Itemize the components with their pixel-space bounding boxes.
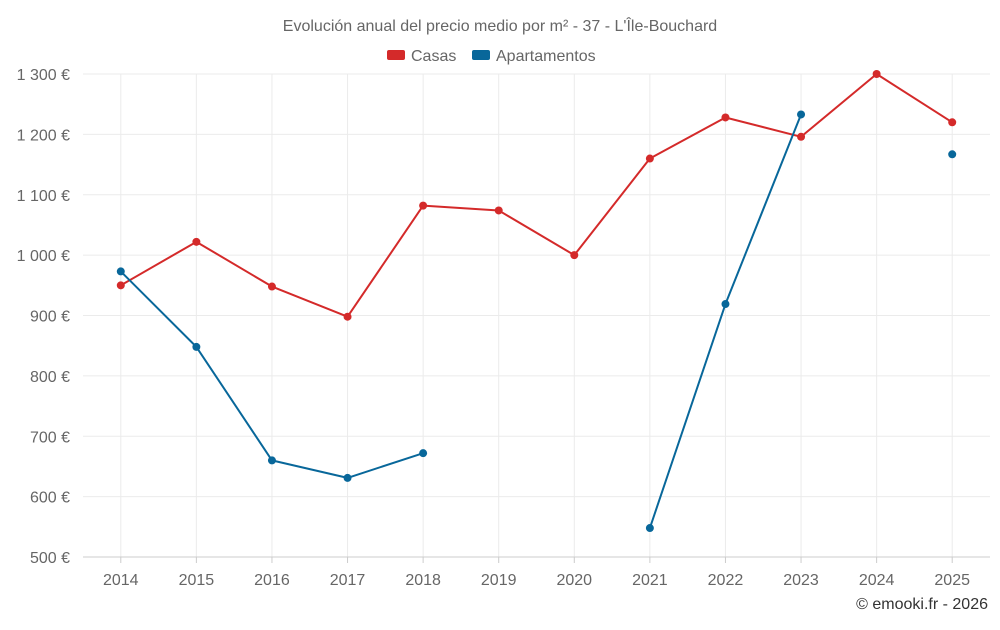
axes: 500 € 600 € 700 € 800 € 900 € 1 000 € 1 100 € 1… — [17, 67, 990, 589]
x-tick-label: 2021 — [632, 572, 668, 589]
data-point-casas-2016[interactable] — [267, 282, 276, 291]
y-tick-label: 700 € — [30, 429, 70, 446]
legend-swatch-apartamentos — [472, 50, 490, 60]
x-tick-label: 2024 — [859, 572, 895, 589]
data-point-casas-2019[interactable] — [494, 206, 503, 215]
data-point-casas-2015[interactable] — [192, 237, 201, 246]
series — [116, 70, 957, 533]
x-tick-label: 2020 — [556, 572, 592, 589]
series-line-casas — [120, 73, 953, 318]
data-point-apartamentos-2021[interactable] — [645, 524, 654, 533]
data-point-apartamentos-2023[interactable] — [797, 110, 806, 119]
x-tick-label: 2015 — [179, 572, 215, 589]
chart-title: Evolución anual del precio medio por m² … — [283, 16, 717, 35]
x-tick-label: 2025 — [934, 572, 970, 589]
y-tick-label: 1 100 € — [17, 188, 70, 205]
legend-item-apartamentos[interactable]: Apartamentos — [472, 48, 596, 65]
data-point-apartamentos-2022[interactable] — [721, 300, 730, 309]
x-tick-label: 2017 — [330, 572, 366, 589]
y-tick-label: 1 000 € — [17, 248, 70, 265]
series-apartamentos — [116, 110, 957, 533]
x-tick-label: 2019 — [481, 572, 517, 589]
legend-label-casas: Casas — [411, 48, 456, 65]
data-point-apartamentos-2025[interactable] — [948, 150, 957, 159]
data-point-apartamentos-2015[interactable] — [192, 342, 201, 351]
legend-label-apartamentos: Apartamentos — [496, 48, 596, 65]
chart-legend: Casas Apartamentos — [387, 48, 596, 65]
x-tick-label: 2022 — [708, 572, 744, 589]
data-point-casas-2021[interactable] — [645, 154, 654, 163]
y-tick-label: 900 € — [30, 309, 70, 326]
data-point-casas-2014[interactable] — [116, 281, 125, 290]
legend-item-casas[interactable]: Casas — [387, 48, 456, 65]
legend-swatch-casas — [387, 50, 405, 60]
data-point-apartamentos-2016[interactable] — [267, 456, 276, 465]
y-tick-label: 1 200 € — [17, 127, 70, 144]
data-point-apartamentos-2017[interactable] — [343, 473, 352, 482]
data-point-casas-2020[interactable] — [570, 251, 579, 260]
series-casas — [116, 70, 957, 321]
data-point-apartamentos-2014[interactable] — [116, 267, 125, 276]
grid — [83, 73, 990, 557]
data-point-casas-2022[interactable] — [721, 113, 730, 122]
x-tick-label: 2014 — [103, 572, 139, 589]
x-tick-label: 2018 — [405, 572, 441, 589]
data-point-apartamentos-2018[interactable] — [419, 449, 428, 458]
x-tick-label: 2016 — [254, 572, 290, 589]
y-tick-label: 600 € — [30, 490, 70, 507]
y-tick-label: 1 300 € — [17, 67, 70, 84]
data-point-casas-2025[interactable] — [948, 118, 957, 127]
data-point-casas-2024[interactable] — [872, 70, 881, 78]
x-tick-label: 2023 — [783, 572, 819, 589]
data-point-casas-2023[interactable] — [797, 132, 806, 141]
y-tick-label: 800 € — [30, 369, 70, 386]
data-point-casas-2018[interactable] — [419, 201, 428, 210]
data-point-casas-2017[interactable] — [343, 312, 352, 321]
footer-credit: © emooki.fr - 2026 — [856, 596, 988, 613]
y-tick-label: 500 € — [30, 550, 70, 567]
